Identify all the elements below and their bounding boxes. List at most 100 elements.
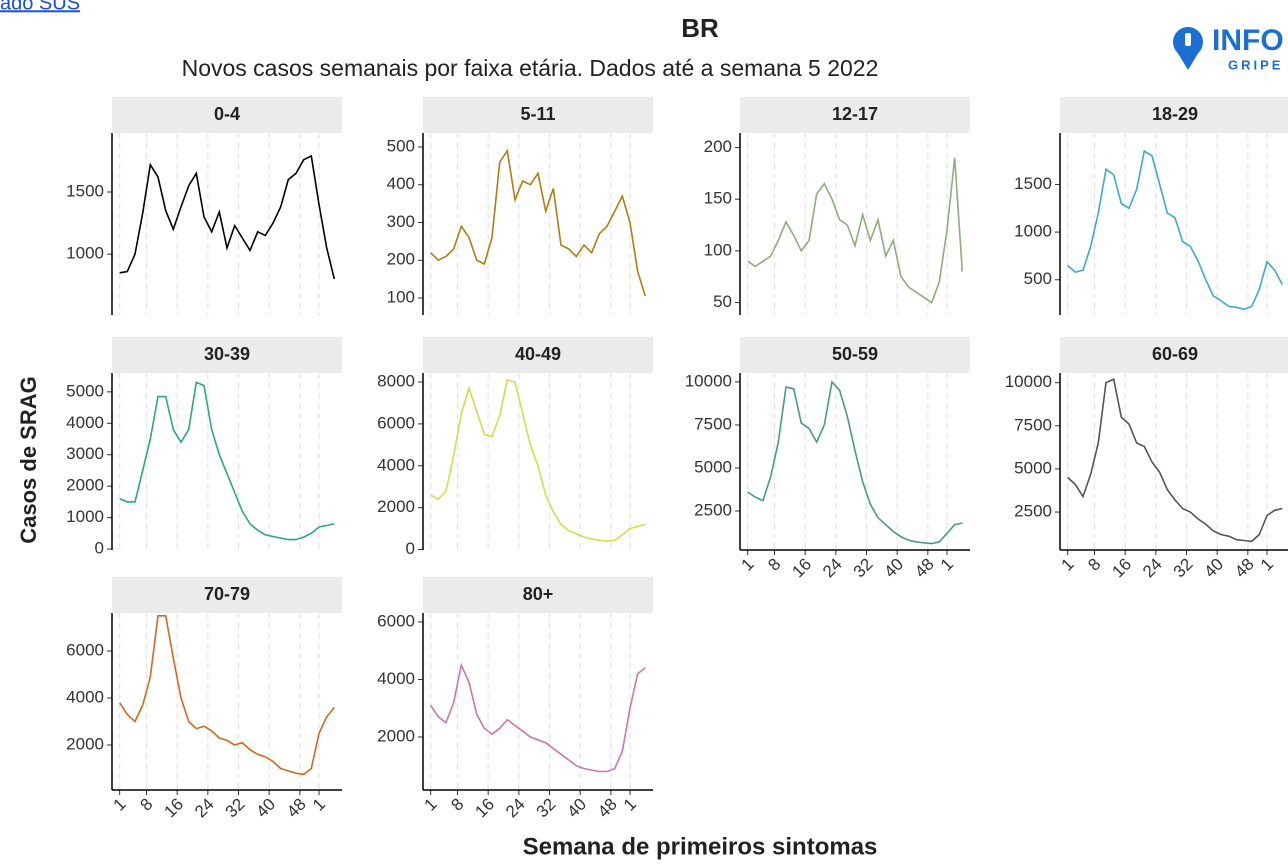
x-tick-label: 16: [160, 795, 187, 822]
series-line: [119, 381, 335, 541]
strip: [423, 577, 653, 613]
x-tick-label: 1: [937, 555, 957, 575]
x-tick-label: 48: [911, 555, 938, 582]
y-tick-label: 7500: [694, 414, 732, 433]
logo-pin-tip: [1176, 50, 1200, 70]
x-axis-label: Semana de primeiros sintomas: [523, 833, 878, 860]
x-tick-label: 16: [1108, 555, 1135, 582]
x-tick-label: 32: [533, 795, 560, 822]
subtitle: Novos casos semanais por faixa etária. D…: [182, 55, 879, 81]
strip-label: 80+: [523, 584, 554, 604]
strip-label: 0-4: [214, 104, 240, 124]
y-tick-label: 100: [387, 287, 415, 306]
y-tick-label: 0: [95, 539, 104, 558]
y-tick-label: 2000: [377, 497, 415, 516]
series-line: [430, 662, 646, 773]
strip-label: 70-79: [204, 584, 250, 604]
x-tick-label: 40: [563, 795, 590, 822]
strip: [112, 337, 342, 373]
strip: [740, 337, 970, 373]
y-tick-label: 10000: [1005, 372, 1052, 391]
strip-label: 40-49: [515, 344, 561, 364]
x-tick-label: 32: [850, 555, 877, 582]
x-tick-label: 1: [620, 795, 640, 815]
y-tick-label: 8000: [377, 371, 415, 390]
x-tick-label: 8: [1084, 555, 1104, 575]
strip-label: 12-17: [832, 104, 878, 124]
y-tick-label: 400: [387, 174, 415, 193]
series-line: [430, 378, 646, 543]
y-tick-label: 0: [406, 539, 415, 558]
y-tick-label: 4000: [66, 413, 104, 432]
series-line: [1067, 378, 1283, 543]
strip-label: 5-11: [520, 104, 555, 124]
x-tick-label: 8: [447, 795, 467, 815]
x-tick-label: 40: [880, 555, 907, 582]
y-tick-label: 1000: [66, 244, 104, 263]
y-tick-label: 6000: [377, 611, 415, 630]
series-line: [119, 615, 335, 776]
x-tick-label: 40: [1200, 555, 1227, 582]
link[interactable]: ado SUS: [0, 0, 80, 14]
x-tick-label: 32: [1170, 555, 1197, 582]
y-tick-label: 3000: [66, 444, 104, 463]
series-line: [430, 148, 647, 297]
x-tick-label: 8: [136, 795, 156, 815]
y-tick-label: 4000: [377, 455, 415, 474]
logo: INFO GRIPE: [1173, 24, 1284, 72]
logo-mark: [1185, 33, 1191, 46]
strip-label: 30-39: [204, 344, 250, 364]
strip: [1060, 97, 1288, 133]
series-line: [1067, 149, 1284, 311]
y-tick-label: 1500: [1014, 174, 1052, 193]
y-tick-label: 6000: [66, 641, 104, 660]
y-tick-label: 2500: [1014, 502, 1052, 521]
x-tick-label: 48: [283, 795, 310, 822]
strip-label: 50-59: [832, 344, 878, 364]
y-tick-label: 5000: [694, 457, 732, 476]
series-line: [747, 380, 963, 545]
chart-title: BR: [681, 13, 719, 43]
y-tick-label: 1000: [1014, 222, 1052, 241]
x-tick-label: 1: [421, 795, 441, 815]
x-tick-label: 8: [764, 555, 784, 575]
strip: [1060, 337, 1288, 373]
y-tick-label: 200: [387, 250, 415, 269]
logo-text: INFO: [1212, 24, 1284, 57]
x-tick-label: 1: [1058, 555, 1078, 575]
logo-subtext: GRIPE: [1228, 57, 1283, 72]
x-tick-label: 32: [222, 795, 249, 822]
y-tick-label: 10000: [685, 371, 732, 390]
y-tick-label: 2000: [377, 726, 415, 745]
strip: [740, 97, 970, 133]
panel: 30-39 0 1000 2000 3000 4000 5000: [66, 337, 342, 558]
panel: 5-11 100 200 300 400 500: [387, 97, 653, 315]
y-tick-label: 1500: [66, 181, 104, 200]
strip: [423, 337, 653, 373]
strip: [423, 97, 653, 133]
y-tick-label: 5000: [66, 381, 104, 400]
y-tick-label: 500: [387, 136, 415, 155]
x-tick-label: 40: [252, 795, 279, 822]
strip: [112, 577, 342, 613]
y-tick-label: 2000: [66, 735, 104, 754]
x-tick-label: 48: [1231, 555, 1258, 582]
y-tick-label: 4000: [66, 688, 104, 707]
panel: 0-4 1000 1500: [66, 97, 342, 315]
series-line: [119, 154, 336, 280]
x-tick-label: 24: [819, 555, 846, 582]
x-tick-label: 24: [1139, 555, 1166, 582]
y-tick-label: 100: [704, 240, 732, 259]
strip-label: 18-29: [1152, 104, 1198, 124]
x-tick-label: 24: [502, 795, 529, 822]
y-tick-label: 150: [704, 189, 732, 208]
y-tick-label: 1000: [66, 507, 104, 526]
y-tick-label: 2000: [66, 476, 104, 495]
y-tick-label: 300: [387, 212, 415, 231]
x-tick-label: 1: [309, 795, 329, 815]
